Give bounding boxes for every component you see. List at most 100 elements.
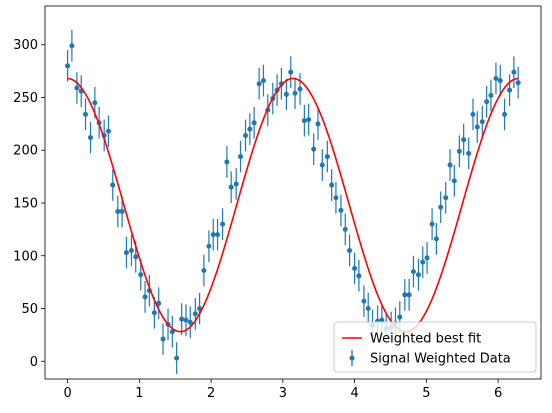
data-point <box>515 80 521 86</box>
x-tick-label: 2 <box>207 386 215 401</box>
data-point <box>479 119 485 125</box>
x-tick-label: 0 <box>63 386 71 401</box>
data-point <box>315 121 321 127</box>
data-point <box>283 91 289 97</box>
data-point <box>160 336 166 342</box>
x-tick-label: 6 <box>494 386 502 401</box>
data-point <box>251 120 257 126</box>
data-point <box>128 247 134 253</box>
fit-line <box>67 77 519 333</box>
y-tick-label: 0 <box>30 355 38 370</box>
data-point <box>169 329 175 335</box>
legend-label-data: Signal Weighted Data <box>370 352 511 367</box>
y-tick-label: 100 <box>13 249 38 264</box>
data-point <box>319 162 325 168</box>
data-point <box>397 314 403 320</box>
data-point <box>187 319 193 325</box>
data-point <box>443 195 449 201</box>
data-point <box>206 243 212 249</box>
legend: Weighted best fit Signal Weighted Data <box>333 321 537 373</box>
data-point <box>406 292 412 298</box>
data-point <box>470 111 476 117</box>
data-point <box>123 250 129 256</box>
data-point <box>507 87 513 93</box>
data-point <box>69 43 75 49</box>
data-point <box>361 298 367 304</box>
data-point <box>142 294 148 300</box>
data-point <box>92 100 98 106</box>
y-tick-label: 200 <box>13 144 38 159</box>
y-tick-label: 150 <box>13 196 38 211</box>
data-point <box>238 154 244 160</box>
data-point <box>88 135 94 141</box>
data-point <box>497 78 503 84</box>
data-point <box>288 69 294 75</box>
data-point <box>201 268 207 274</box>
data-point <box>133 254 139 260</box>
data-point <box>311 146 317 152</box>
data-point <box>356 273 362 279</box>
data-point <box>402 292 408 298</box>
x-tick-label: 5 <box>422 386 430 401</box>
data-point <box>466 150 472 156</box>
data-point <box>301 118 307 124</box>
data-point <box>420 259 426 265</box>
x-tick-label: 4 <box>350 386 358 401</box>
data-point <box>433 236 439 242</box>
data-point <box>342 226 348 232</box>
data-point <box>410 269 416 275</box>
data-point <box>183 317 189 323</box>
data-point <box>451 178 457 184</box>
data-point <box>210 232 216 238</box>
y-tick-label: 300 <box>13 38 38 53</box>
plot-background <box>45 6 541 379</box>
data-point <box>365 306 371 312</box>
data-point <box>447 162 453 168</box>
legend-box <box>333 321 537 373</box>
data-point <box>502 111 508 117</box>
data-point <box>379 317 385 323</box>
data-point <box>438 204 444 210</box>
data-point <box>151 310 157 316</box>
data-point <box>484 99 490 105</box>
y-tick-label: 50 <box>21 302 38 317</box>
legend-marker-swatch <box>349 355 355 361</box>
data-point <box>493 75 499 81</box>
data-point <box>179 316 185 322</box>
data-point <box>83 111 89 117</box>
data-point <box>429 221 435 227</box>
data-point <box>174 355 180 361</box>
data-point <box>474 124 480 130</box>
data-point <box>115 208 121 214</box>
data-point <box>333 195 339 201</box>
data-point <box>156 300 162 306</box>
data-point <box>138 272 144 278</box>
data-point <box>324 154 330 160</box>
data-point <box>256 81 262 87</box>
data-point <box>456 148 462 154</box>
data-point <box>292 90 298 96</box>
data-point <box>278 81 284 87</box>
data-point <box>511 69 517 75</box>
axes: 0 1 2 3 4 5 6 0 50 100 150 200 250 300 <box>13 38 502 401</box>
data-point <box>297 86 303 92</box>
x-tick-label: 3 <box>279 386 287 401</box>
data-point <box>65 63 71 69</box>
x-tick-label: 1 <box>135 386 143 401</box>
data-point <box>224 159 230 165</box>
plot-frame <box>44 5 542 380</box>
data-point <box>260 78 266 84</box>
data-point <box>215 232 221 238</box>
data-point <box>110 182 116 188</box>
y-tick-label: 250 <box>13 91 38 106</box>
data-point <box>338 207 344 213</box>
data-point <box>461 137 467 143</box>
data-point <box>105 128 111 134</box>
data-point <box>247 126 253 132</box>
data-point <box>74 85 80 91</box>
data-point <box>228 184 234 190</box>
data-point <box>306 117 312 123</box>
data-point <box>424 255 430 261</box>
data-point <box>352 265 358 271</box>
